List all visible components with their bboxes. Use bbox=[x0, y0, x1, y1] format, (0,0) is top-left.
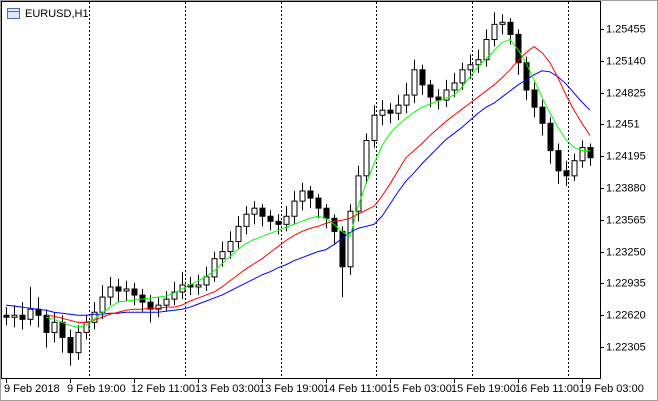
x-tick-label: 12 Feb 11:00 bbox=[131, 383, 195, 395]
y-tick-label: 1.25455 bbox=[606, 23, 646, 35]
candle-body bbox=[283, 215, 290, 225]
y-tick-label: 1.23565 bbox=[606, 214, 646, 226]
candle-body bbox=[75, 331, 82, 354]
candle-body bbox=[403, 94, 410, 106]
x-tick-label: 16 Feb 11:00 bbox=[515, 383, 579, 395]
x-tick-label: 9 Feb 2018 bbox=[4, 383, 60, 395]
indicator-line bbox=[45, 45, 591, 323]
x-tick-label: 15 Feb 03:00 bbox=[387, 383, 452, 395]
candle-body bbox=[203, 276, 210, 286]
candle-body bbox=[467, 64, 474, 71]
candle-body bbox=[499, 21, 506, 25]
candle-body bbox=[155, 304, 162, 310]
candle-body bbox=[411, 69, 418, 96]
x-tick-label: 13 Feb 03:00 bbox=[195, 383, 260, 395]
candle-body bbox=[195, 284, 202, 288]
candle-body bbox=[259, 207, 266, 217]
candle-body bbox=[123, 288, 130, 292]
candle-body bbox=[107, 286, 114, 298]
candle-body bbox=[51, 321, 58, 333]
candle-body bbox=[307, 190, 314, 199]
plot-frame bbox=[1, 1, 601, 379]
candle-body bbox=[315, 197, 322, 209]
candle-body bbox=[579, 147, 586, 162]
candle-body bbox=[363, 140, 370, 177]
candle-body bbox=[267, 215, 274, 222]
candle-body bbox=[459, 69, 466, 84]
candle-body bbox=[59, 321, 66, 338]
candle-body bbox=[211, 258, 218, 278]
day-separators bbox=[89, 2, 569, 378]
x-tick-label: 15 Feb 19:00 bbox=[451, 383, 516, 395]
y-tick-label: 1.23880 bbox=[606, 182, 646, 194]
icon bbox=[7, 8, 20, 19]
x-tick-label: 19 Feb 03:00 bbox=[579, 383, 644, 395]
y-tick-label: 1.23250 bbox=[606, 246, 646, 258]
candle-body bbox=[19, 314, 26, 320]
y-tick-label: 1.22305 bbox=[606, 341, 646, 353]
candle-body bbox=[347, 210, 354, 268]
candle-body bbox=[35, 308, 42, 316]
candle-body bbox=[491, 23, 498, 40]
candle-body bbox=[435, 96, 442, 101]
candle-body bbox=[131, 288, 138, 296]
indicator-line bbox=[5, 70, 591, 316]
y-tick-label: 1.25140 bbox=[606, 55, 646, 67]
candle-body bbox=[387, 109, 394, 114]
candle-body bbox=[27, 308, 34, 320]
candle-body bbox=[3, 314, 10, 318]
x-tick-label: 13 Feb 19:00 bbox=[259, 383, 324, 395]
candle-body bbox=[539, 106, 546, 124]
candle-body bbox=[67, 336, 74, 354]
y-tick-label: 1.24825 bbox=[606, 87, 646, 99]
candle-body bbox=[531, 89, 538, 108]
candle-body bbox=[443, 89, 450, 101]
candle-body bbox=[419, 69, 426, 86]
chart-title: EURUSD,H1 bbox=[25, 8, 89, 20]
y-tick-label: 1.2451 bbox=[606, 118, 640, 130]
candle-body bbox=[163, 298, 170, 306]
candle-body bbox=[275, 220, 282, 225]
y-tick-label: 1.24195 bbox=[606, 150, 646, 162]
candle-body bbox=[299, 190, 306, 202]
candle-body bbox=[555, 150, 562, 172]
symbol-icon bbox=[7, 8, 20, 19]
y-tick-label: 1.22935 bbox=[606, 277, 646, 289]
candle-body bbox=[547, 122, 554, 152]
candle-body bbox=[291, 200, 298, 217]
candle-body bbox=[99, 296, 106, 313]
candle-body bbox=[515, 33, 522, 64]
candle-body bbox=[235, 225, 242, 243]
candle-body bbox=[507, 21, 514, 35]
candle-body bbox=[243, 213, 250, 227]
candle-body bbox=[483, 38, 490, 61]
candle-body bbox=[371, 114, 378, 142]
x-tick-label: 14 Feb 11:00 bbox=[323, 383, 387, 395]
candle-body bbox=[563, 170, 570, 177]
candle-body bbox=[323, 207, 330, 219]
indicator-line bbox=[45, 38, 590, 328]
candle-body bbox=[587, 147, 594, 159]
candle-body bbox=[427, 84, 434, 98]
candle-body bbox=[451, 82, 458, 91]
candle-body bbox=[147, 301, 154, 310]
candle-body bbox=[379, 109, 386, 116]
x-tick-label: 9 Feb 19:00 bbox=[67, 383, 126, 395]
candle-body bbox=[227, 241, 234, 253]
y-tick-label: 1.22620 bbox=[606, 309, 646, 321]
candle-body bbox=[475, 59, 482, 66]
candle-body bbox=[115, 286, 122, 292]
candle-body bbox=[219, 251, 226, 260]
candle-body bbox=[395, 104, 402, 114]
candle-body bbox=[11, 314, 18, 318]
candle-body bbox=[571, 160, 578, 177]
candle-body bbox=[171, 291, 178, 300]
candle-body bbox=[355, 175, 362, 212]
candle-body bbox=[251, 207, 258, 215]
